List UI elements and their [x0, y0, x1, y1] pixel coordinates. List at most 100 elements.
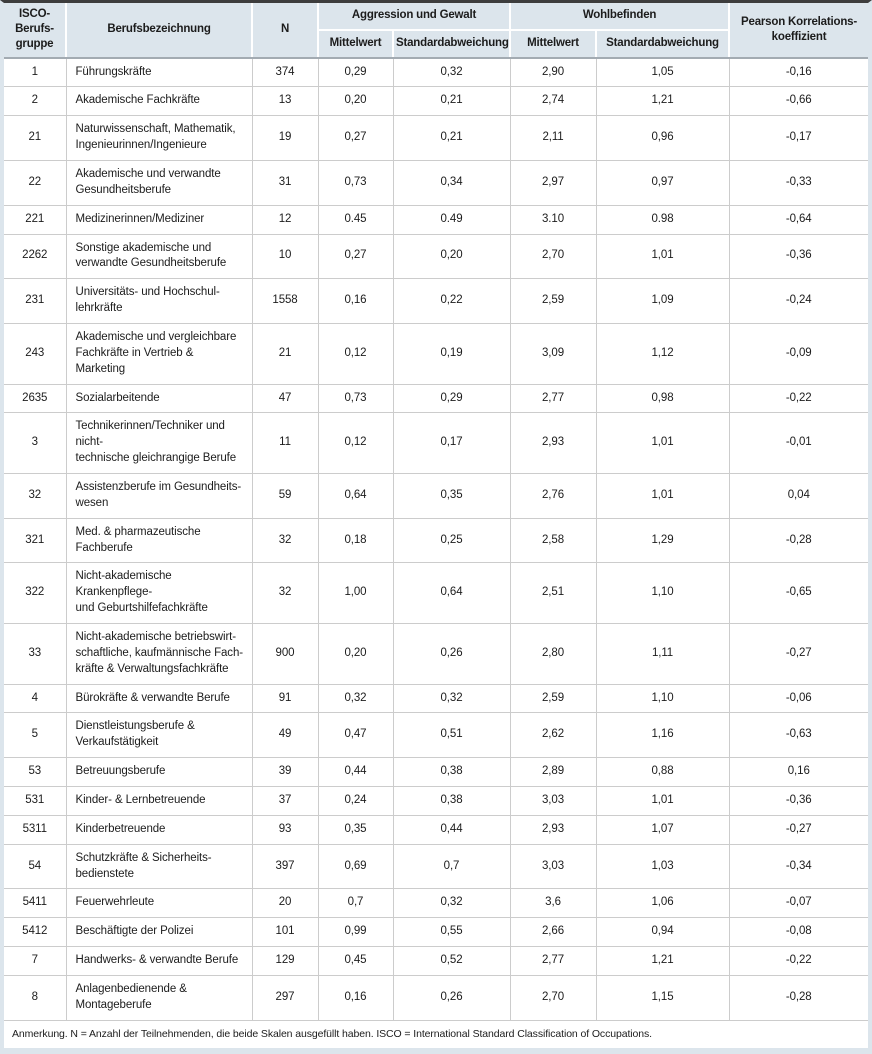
pearson-r-cell: 0,04 [728, 472, 868, 519]
wellbeing-sd-cell: 1,29 [595, 517, 730, 564]
wellbeing-mean-cell: 2,66 [509, 917, 597, 948]
isco-code-cell: 2 [4, 86, 67, 117]
wellbeing-mean-cell: 3,03 [509, 786, 597, 816]
aggression-mean-cell: 0,27 [317, 233, 394, 280]
wellbeing-mean-cell: 2,97 [509, 159, 597, 206]
isco-code-cell: 7 [4, 946, 67, 977]
aggression-sd-cell: 0,26 [392, 975, 511, 1021]
table-row: 2262 Sonstige akademische und verwandte G… [4, 233, 868, 280]
wellbeing-mean-cell: 2,76 [509, 472, 597, 519]
isco-code-cell: 4 [4, 683, 67, 714]
isco-code-cell: 5411 [4, 888, 67, 919]
aggression-sd-cell: 0,44 [392, 814, 511, 845]
occupation-cell: Beschäftigte der Polizei [65, 917, 253, 948]
pearson-r-cell: -0,63 [728, 712, 868, 759]
wellbeing-sd-cell: 1,01 [595, 786, 730, 816]
aggression-mean-cell: 0,24 [317, 786, 394, 816]
table-row: 5412 Beschäftigte der Polizei 101 0,99 0,55 2… [4, 917, 868, 948]
pearson-r-cell: -0,28 [728, 975, 868, 1021]
wellbeing-sd-cell: 1,10 [595, 683, 730, 714]
occupation-cell: Assistenzberufe im Gesundheits- wesen [65, 472, 253, 519]
n-cell: 49 [251, 712, 319, 759]
header-aggression-sd: Standardabweichung [391, 28, 512, 59]
n-cell: 19 [251, 115, 319, 161]
pearson-r-cell: -0,06 [728, 683, 868, 714]
wellbeing-mean-cell: 3,6 [509, 888, 597, 919]
aggression-mean-cell: 0,44 [317, 757, 394, 788]
occupation-cell: Akademische Fachkräfte [65, 86, 253, 117]
occupation-cell: Nicht-akademische betriebswirt- schaftli… [65, 623, 253, 685]
occupation-cell: Sonstige akademische und verwandte Gesun… [65, 233, 253, 280]
occupation-cell: Schutzkräfte & Sicherheits- bedienstete [65, 843, 253, 890]
n-cell: 32 [251, 517, 319, 564]
pearson-r-cell: -0,36 [728, 233, 868, 280]
isco-code-cell: 5412 [4, 917, 67, 948]
wellbeing-mean-cell: 2,77 [509, 383, 597, 414]
occupation-cell: Kinderbetreuende [65, 814, 253, 845]
aggression-mean-cell: 0,16 [317, 975, 394, 1021]
aggression-mean-cell: 0,12 [317, 412, 394, 474]
table-header: ISCO- Berufs- gruppe Berufsbezeichnung N… [4, 3, 868, 59]
n-cell: 900 [251, 623, 319, 685]
n-cell: 101 [251, 917, 319, 948]
n-cell: 129 [251, 946, 319, 977]
pearson-r-cell: -0,36 [728, 786, 868, 816]
aggression-sd-cell: 0,38 [392, 786, 511, 816]
header-group-row: ISCO- Berufs- gruppe Berufsbezeichnung N… [4, 3, 868, 59]
table-row: 8 Anlagenbedienende & Montageberufe 297 0,1… [4, 975, 868, 1021]
isco-code-cell: 5311 [4, 814, 67, 845]
aggression-mean-cell: 0,12 [317, 322, 394, 385]
header-aggression-mean: Mittelwert [318, 28, 394, 59]
aggression-sd-cell: 0,7 [392, 843, 511, 890]
isco-code-cell: 5 [4, 712, 67, 759]
header-isco-group: ISCO- Berufs- gruppe [4, 3, 67, 59]
aggression-sd-cell: 0,38 [392, 757, 511, 788]
table-row: 221 Medizinerinnen/Mediziner 12 0.45 0.49 3.1… [4, 204, 868, 235]
aggression-sd-cell: 0.49 [392, 204, 511, 235]
n-cell: 11 [251, 412, 319, 474]
isco-code-cell: 231 [4, 278, 67, 324]
aggression-mean-cell: 1,00 [317, 562, 394, 624]
wellbeing-sd-cell: 1,09 [595, 278, 730, 324]
wellbeing-mean-cell: 2,11 [509, 115, 597, 161]
occupation-cell: Feuerwehrleute [65, 888, 253, 919]
aggression-sd-cell: 0,51 [392, 712, 511, 759]
aggression-sd-cell: 0,35 [392, 472, 511, 519]
wellbeing-mean-cell: 2,93 [509, 412, 597, 474]
isco-code-cell: 22 [4, 159, 67, 206]
table-row: 33 Nicht-akademische betriebswirt- schaft… [4, 623, 868, 685]
isco-code-cell: 21 [4, 115, 67, 161]
table-footer: Anmerkung. N = Anzahl der Teilnehmenden,… [4, 1019, 868, 1048]
occupation-cell: Akademische und vergleichbare Fachkräfte… [65, 322, 253, 385]
wellbeing-mean-cell: 3.10 [509, 204, 597, 235]
n-cell: 397 [251, 843, 319, 890]
wellbeing-sd-cell: 1,16 [595, 712, 730, 759]
aggression-mean-cell: 0,32 [317, 683, 394, 714]
wellbeing-mean-cell: 3,09 [509, 322, 597, 385]
occupation-cell: Medizinerinnen/Mediziner [65, 204, 253, 235]
wellbeing-sd-cell: 1,07 [595, 814, 730, 845]
aggression-mean-cell: 0,47 [317, 712, 394, 759]
occupation-cell: Sozialarbeitende [65, 383, 253, 414]
aggression-mean-cell: 0.45 [317, 204, 394, 235]
wellbeing-sd-cell: 1,05 [595, 57, 730, 88]
table-row: 2635 Sozialarbeitende 47 0,73 0,29 2,77 0,98 -0… [4, 383, 868, 414]
wellbeing-sd-cell: 0.98 [595, 204, 730, 235]
aggression-mean-cell: 0,73 [317, 383, 394, 414]
pearson-r-cell: -0,22 [728, 946, 868, 977]
isco-code-cell: 8 [4, 975, 67, 1021]
aggression-sd-cell: 0,21 [392, 86, 511, 117]
occupation-cell: Technikerinnen/Techniker und nicht- tech… [65, 412, 253, 474]
table-row: 21 Naturwissenschaft, Mathematik, Ingenie… [4, 115, 868, 161]
isco-code-cell: 322 [4, 562, 67, 624]
wellbeing-sd-cell: 1,10 [595, 562, 730, 624]
pearson-r-cell: -0,66 [728, 86, 868, 117]
header-wellbeing-group: Wohlbefinden [509, 3, 731, 31]
occupation-cell: Akademische und verwandte Gesundheitsber… [65, 159, 253, 206]
header-n: N [251, 3, 319, 59]
aggression-sd-cell: 0,25 [392, 517, 511, 564]
table-row: 7 Handwerks- & verwandte Berufe 129 0,45 0,5… [4, 946, 868, 977]
aggression-mean-cell: 0,7 [317, 888, 394, 919]
wellbeing-mean-cell: 2,74 [509, 86, 597, 117]
